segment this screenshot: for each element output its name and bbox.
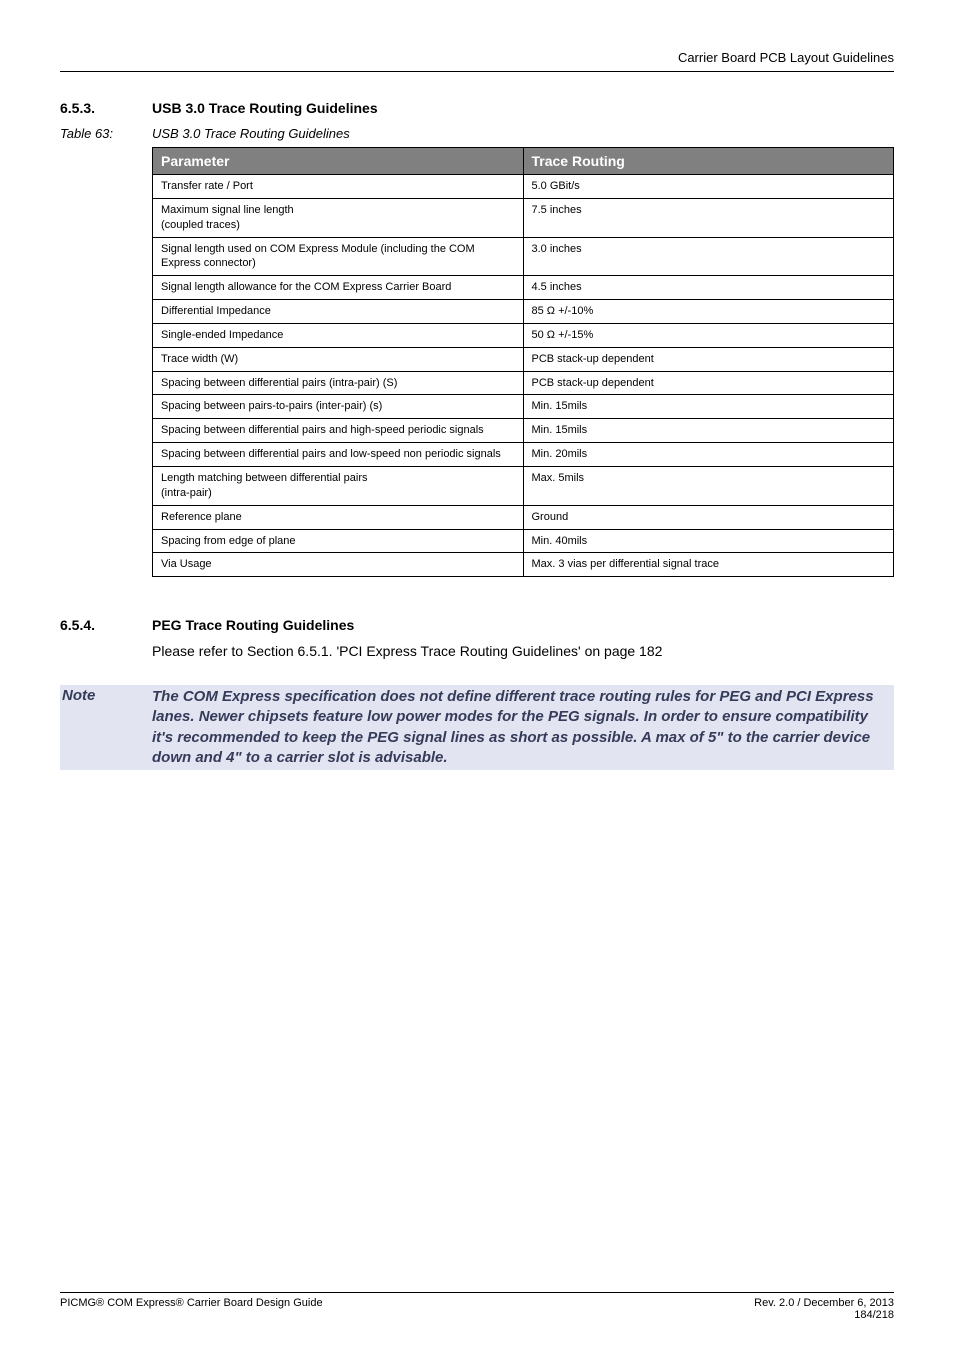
cell-trace-routing: Min. 20mils (523, 443, 894, 467)
table-63-caption-row: Table 63: USB 3.0 Trace Routing Guidelin… (60, 126, 894, 141)
table-row: Via UsageMax. 3 vias per differential si… (153, 553, 894, 577)
cell-parameter: Maximum signal line length (coupled trac… (153, 198, 524, 237)
cell-trace-routing: 3.0 inches (523, 237, 894, 276)
table-row: Spacing between pairs-to-pairs (inter-pa… (153, 395, 894, 419)
cell-parameter: Spacing between pairs-to-pairs (inter-pa… (153, 395, 524, 419)
cell-parameter: Signal length allowance for the COM Expr… (153, 276, 524, 300)
col-header-trace-routing: Trace Routing (523, 148, 894, 175)
table-row: Reference planeGround (153, 505, 894, 529)
footer-revision: Rev. 2.0 / December 6, 2013 (754, 1297, 894, 1309)
section-number: 6.5.3. (60, 100, 152, 116)
footer-left: PICMG® COM Express® Carrier Board Design… (60, 1297, 323, 1321)
cell-trace-routing: PCB stack-up dependent (523, 371, 894, 395)
section-title: PEG Trace Routing Guidelines (152, 617, 354, 633)
cell-trace-routing: Min. 40mils (523, 529, 894, 553)
cell-trace-routing: Max. 5mils (523, 466, 894, 505)
cell-trace-routing: Min. 15mils (523, 419, 894, 443)
table-row: Length matching between differential pai… (153, 466, 894, 505)
section-number: 6.5.4. (60, 617, 152, 633)
cell-parameter: Single-ended Impedance (153, 323, 524, 347)
cell-trace-routing: 85 Ω +/-10% (523, 300, 894, 324)
section-654-heading: 6.5.4. PEG Trace Routing Guidelines (60, 617, 894, 633)
cell-trace-routing: 7.5 inches (523, 198, 894, 237)
note-label: Note (60, 687, 152, 768)
cell-parameter: Differential Impedance (153, 300, 524, 324)
table-63: Parameter Trace Routing Transfer rate / … (152, 147, 894, 577)
col-header-parameter: Parameter (153, 148, 524, 175)
table-row: Signal length used on COM Express Module… (153, 237, 894, 276)
cell-parameter: Via Usage (153, 553, 524, 577)
cell-parameter: Reference plane (153, 505, 524, 529)
table-row: Signal length allowance for the COM Expr… (153, 276, 894, 300)
cell-parameter: Spacing between differential pairs and h… (153, 419, 524, 443)
table-row: Maximum signal line length (coupled trac… (153, 198, 894, 237)
cell-parameter: Transfer rate / Port (153, 175, 524, 199)
section-654-body: Please refer to Section 6.5.1. 'PCI Expr… (60, 643, 894, 659)
table-row: Single-ended Impedance50 Ω +/-15% (153, 323, 894, 347)
table-row: Spacing between differential pairs and h… (153, 419, 894, 443)
table-caption: USB 3.0 Trace Routing Guidelines (152, 126, 350, 141)
page-footer: PICMG® COM Express® Carrier Board Design… (60, 1292, 894, 1321)
cell-trace-routing: 4.5 inches (523, 276, 894, 300)
table-row: Trace width (W)PCB stack-up dependent (153, 347, 894, 371)
note-body: The COM Express specification does not d… (152, 687, 894, 768)
table-row: Spacing between differential pairs (intr… (153, 371, 894, 395)
table-header-row: Parameter Trace Routing (153, 148, 894, 175)
footer-page-number: 184/218 (754, 1309, 894, 1321)
cell-parameter: Spacing between differential pairs and l… (153, 443, 524, 467)
cell-trace-routing: 50 Ω +/-15% (523, 323, 894, 347)
cell-trace-routing: PCB stack-up dependent (523, 347, 894, 371)
cell-trace-routing: Min. 15mils (523, 395, 894, 419)
cell-trace-routing: Ground (523, 505, 894, 529)
cell-trace-routing: Max. 3 vias per differential signal trac… (523, 553, 894, 577)
table-row: Transfer rate / Port5.0 GBit/s (153, 175, 894, 199)
section-653-heading: 6.5.3. USB 3.0 Trace Routing Guidelines (60, 100, 894, 116)
cell-parameter: Trace width (W) (153, 347, 524, 371)
cell-parameter: Signal length used on COM Express Module… (153, 237, 524, 276)
cell-parameter: Spacing between differential pairs (intr… (153, 371, 524, 395)
note-block: Note The COM Express specification does … (60, 685, 894, 770)
header-context: Carrier Board PCB Layout Guidelines (60, 50, 894, 72)
section-title: USB 3.0 Trace Routing Guidelines (152, 100, 378, 116)
cell-parameter: Length matching between differential pai… (153, 466, 524, 505)
table-label: Table 63: (60, 126, 152, 141)
cell-parameter: Spacing from edge of plane (153, 529, 524, 553)
table-row: Differential Impedance85 Ω +/-10% (153, 300, 894, 324)
table-row: Spacing between differential pairs and l… (153, 443, 894, 467)
cell-trace-routing: 5.0 GBit/s (523, 175, 894, 199)
table-row: Spacing from edge of planeMin. 40mils (153, 529, 894, 553)
